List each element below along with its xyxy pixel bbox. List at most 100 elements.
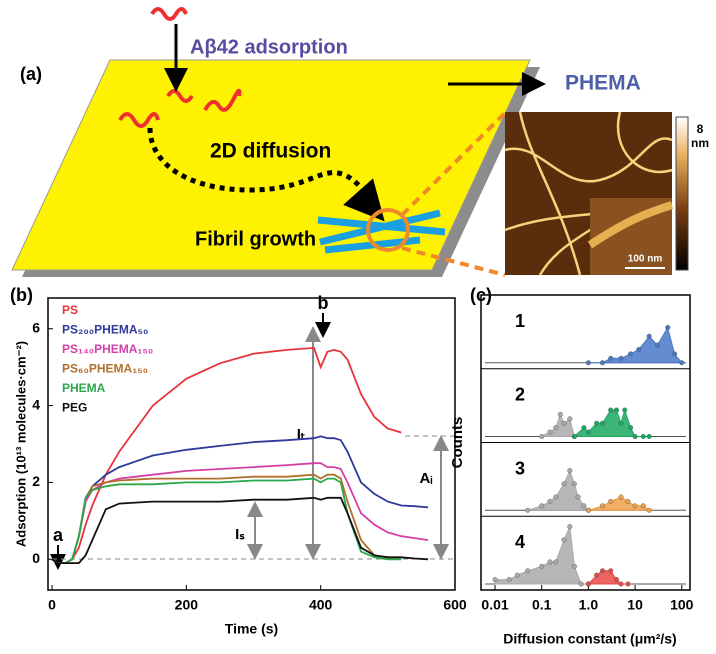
panel-label: (b) xyxy=(10,285,33,305)
x-tick-label: 0 xyxy=(48,597,56,613)
histogram-point xyxy=(553,494,559,500)
histogram-area xyxy=(587,326,683,365)
plot-frame xyxy=(47,297,456,591)
histogram-point xyxy=(571,434,577,440)
histogram-point xyxy=(547,498,553,504)
x-tick-label: 400 xyxy=(309,597,333,613)
legend-entry: PS₆₀PHEMA₁₅₀ xyxy=(62,362,148,376)
y-tick-label: 0 xyxy=(32,550,40,566)
histogram-point xyxy=(618,581,624,587)
schematic: (a) Aβ42 adsorption PHEMA 2D diffusion F… xyxy=(11,7,709,277)
x-tick-label: 200 xyxy=(175,597,199,613)
panel-label: (a) xyxy=(20,64,42,84)
histogram-point xyxy=(599,503,605,509)
x-tick-label: 0.1 xyxy=(532,597,552,613)
legend-entry: PS₁₄₀PHEMA₁₅₀ xyxy=(62,342,153,356)
x-tick-label: 600 xyxy=(443,597,467,613)
histogram-point xyxy=(599,420,605,426)
histogram-point xyxy=(614,407,620,413)
label: 2D diffusion xyxy=(210,140,331,163)
annotation: Iₜ xyxy=(297,426,306,443)
histogram-point xyxy=(561,481,567,487)
label: Fibril growth xyxy=(195,228,316,250)
histogram-point xyxy=(640,434,646,440)
histogram-point xyxy=(585,507,591,513)
histogram-point xyxy=(557,411,563,417)
histogram-area xyxy=(587,496,650,512)
histogram-point xyxy=(585,581,591,587)
histogram-point xyxy=(525,507,531,513)
annotation: a xyxy=(53,525,64,545)
x-axis-label: Diffusion constant (μm²/s) xyxy=(503,631,676,647)
color-bar-label: 8 xyxy=(697,122,704,136)
histogram-area xyxy=(527,469,589,512)
subplot-label: 1 xyxy=(515,311,525,331)
y-tick-label: 6 xyxy=(32,319,40,335)
color-bar xyxy=(675,116,689,271)
histogram-point xyxy=(561,537,567,543)
histogram-point xyxy=(567,416,573,422)
data-line xyxy=(51,477,402,564)
histogram-area xyxy=(494,524,589,585)
histogram-point xyxy=(581,425,587,431)
histogram-point xyxy=(646,434,652,440)
y-tick-label: 2 xyxy=(32,473,40,489)
histogram-point xyxy=(625,581,631,587)
histogram-point xyxy=(547,559,553,565)
histogram-point xyxy=(640,503,646,509)
histogram-point xyxy=(679,360,685,366)
annotation: Iₛ xyxy=(235,526,245,543)
histogram-area xyxy=(573,408,650,437)
label: PHEMA xyxy=(565,72,641,95)
histogram-point xyxy=(578,581,584,587)
afm-fibrils xyxy=(504,111,673,276)
histogram-point xyxy=(618,494,624,500)
surface xyxy=(11,59,531,271)
peptide xyxy=(118,112,160,128)
histogram-point xyxy=(514,572,520,578)
histogram-point xyxy=(594,572,600,578)
legend-entry: PHEMA xyxy=(62,381,106,395)
diffusion-path xyxy=(147,127,385,222)
x-tick-label: 0.01 xyxy=(481,597,508,613)
histogram-point xyxy=(599,568,605,574)
histogram-point xyxy=(547,429,553,435)
histogram-point xyxy=(539,563,545,569)
histogram-point xyxy=(646,333,652,339)
x-tick-label: 1.0 xyxy=(579,597,599,613)
histogram-point xyxy=(585,429,591,435)
annotation: Aᵢ xyxy=(420,470,433,487)
histogram-point xyxy=(618,420,624,426)
subplot-label: 3 xyxy=(515,458,525,478)
data-line xyxy=(51,346,402,564)
histogram-point xyxy=(654,342,660,348)
subplot-label: 2 xyxy=(515,385,525,405)
y-axis-label: Counts xyxy=(449,417,466,469)
histogram-point xyxy=(665,324,671,330)
histogram-point xyxy=(628,425,634,431)
histogram-point xyxy=(539,503,545,509)
legend-entry: PS xyxy=(62,303,78,317)
histogram-point xyxy=(672,351,678,357)
data-line xyxy=(51,496,429,564)
zoom-line xyxy=(400,111,507,217)
histogram-point xyxy=(581,503,587,509)
zoom-line xyxy=(401,246,506,277)
label: Aβ42 adsorption xyxy=(190,36,348,58)
histogram-point xyxy=(622,407,628,413)
histogram-point xyxy=(525,568,531,574)
scale-bar-label: 100 nm xyxy=(628,254,663,265)
afm-inset-fibril xyxy=(587,201,674,249)
histogram-point xyxy=(506,577,512,583)
histogram-point xyxy=(571,563,577,569)
histogram-point xyxy=(567,524,573,530)
histogram-point xyxy=(599,360,605,366)
histogram-point xyxy=(608,568,614,574)
annotation: b xyxy=(318,293,329,313)
peptide xyxy=(150,7,188,21)
histogram-point xyxy=(594,420,600,426)
histogram-point xyxy=(567,468,573,474)
legend-entry: PEG xyxy=(62,401,87,415)
histogram-point xyxy=(625,498,631,504)
